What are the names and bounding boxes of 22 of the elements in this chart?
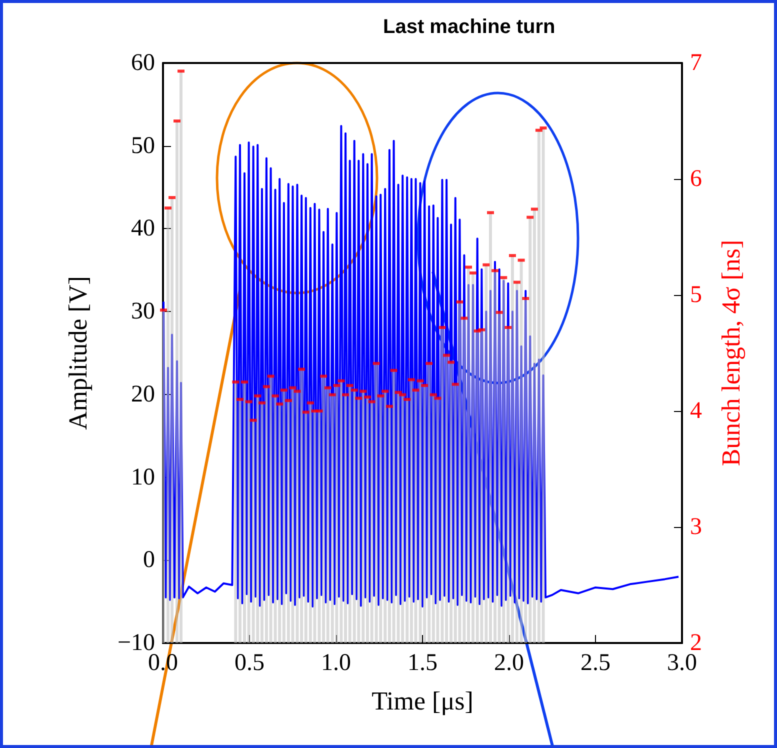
x-axis-title: Time [μs] <box>372 686 474 716</box>
chart-title: Last machine turn <box>383 16 556 38</box>
x-tick-label: 0.5 <box>234 650 264 676</box>
y-tick-label: 30 <box>131 298 155 325</box>
y2-axis-title: Bunch length, 4σ [ns] <box>716 240 746 466</box>
y2-tick-label: 6 <box>690 166 702 192</box>
y-tick-label: 40 <box>131 216 155 242</box>
y-tick-label: 0 <box>143 547 155 574</box>
x-tick-label: 1.5 <box>408 650 438 676</box>
y-tick-label: 60 <box>131 50 155 76</box>
y2-tick-label: 5 <box>690 282 702 308</box>
y-tick-label: 50 <box>131 132 155 159</box>
y-tick-label: 20 <box>131 381 155 408</box>
y2-tick-label: 7 <box>690 50 702 76</box>
y2-tick-label: 3 <box>690 514 702 540</box>
x-tick-label: 1.0 <box>321 650 351 676</box>
x-tick-label: 2.0 <box>494 650 524 676</box>
y-axis-title: Amplitude [V] <box>64 276 92 430</box>
x-tick-label: 3.0 <box>667 650 697 676</box>
x-tick-label: 2.5 <box>580 650 610 676</box>
y-tick-label: 10 <box>131 464 155 490</box>
y2-tick-label: 4 <box>690 398 702 424</box>
